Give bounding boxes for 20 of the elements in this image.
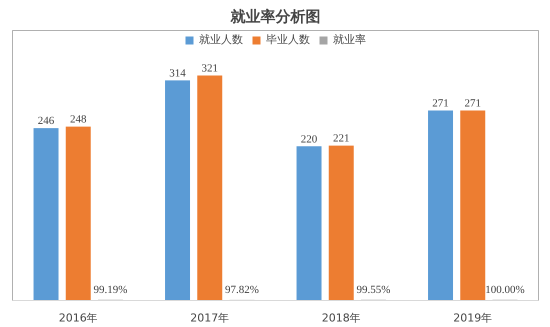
legend-label: 就业人数 <box>199 32 243 47</box>
data-label: 97.82% <box>225 284 259 296</box>
data-label: 246 <box>38 115 55 128</box>
chart-title: 就业率分析图 <box>230 8 320 26</box>
data-label: 271 <box>432 98 449 110</box>
x-tick-label: 2018年 <box>322 312 361 324</box>
data-label: 221 <box>333 132 350 145</box>
data-label: 100.00% <box>485 284 525 296</box>
data-label: 99.19% <box>94 284 128 296</box>
x-tick-label: 2017年 <box>190 312 230 324</box>
data-label: 99.55% <box>356 284 390 296</box>
x-tick-label: 2019年 <box>453 312 492 324</box>
x-tick-label: 2016年 <box>58 312 98 324</box>
data-label: 314 <box>169 67 186 80</box>
data-label: 220 <box>300 133 318 146</box>
data-label: 271 <box>464 98 481 110</box>
legend-label: 就业率 <box>333 32 366 47</box>
data-label: 321 <box>202 62 218 74</box>
data-label: 248 <box>70 114 87 126</box>
legend-label: 毕业人数 <box>266 32 310 47</box>
